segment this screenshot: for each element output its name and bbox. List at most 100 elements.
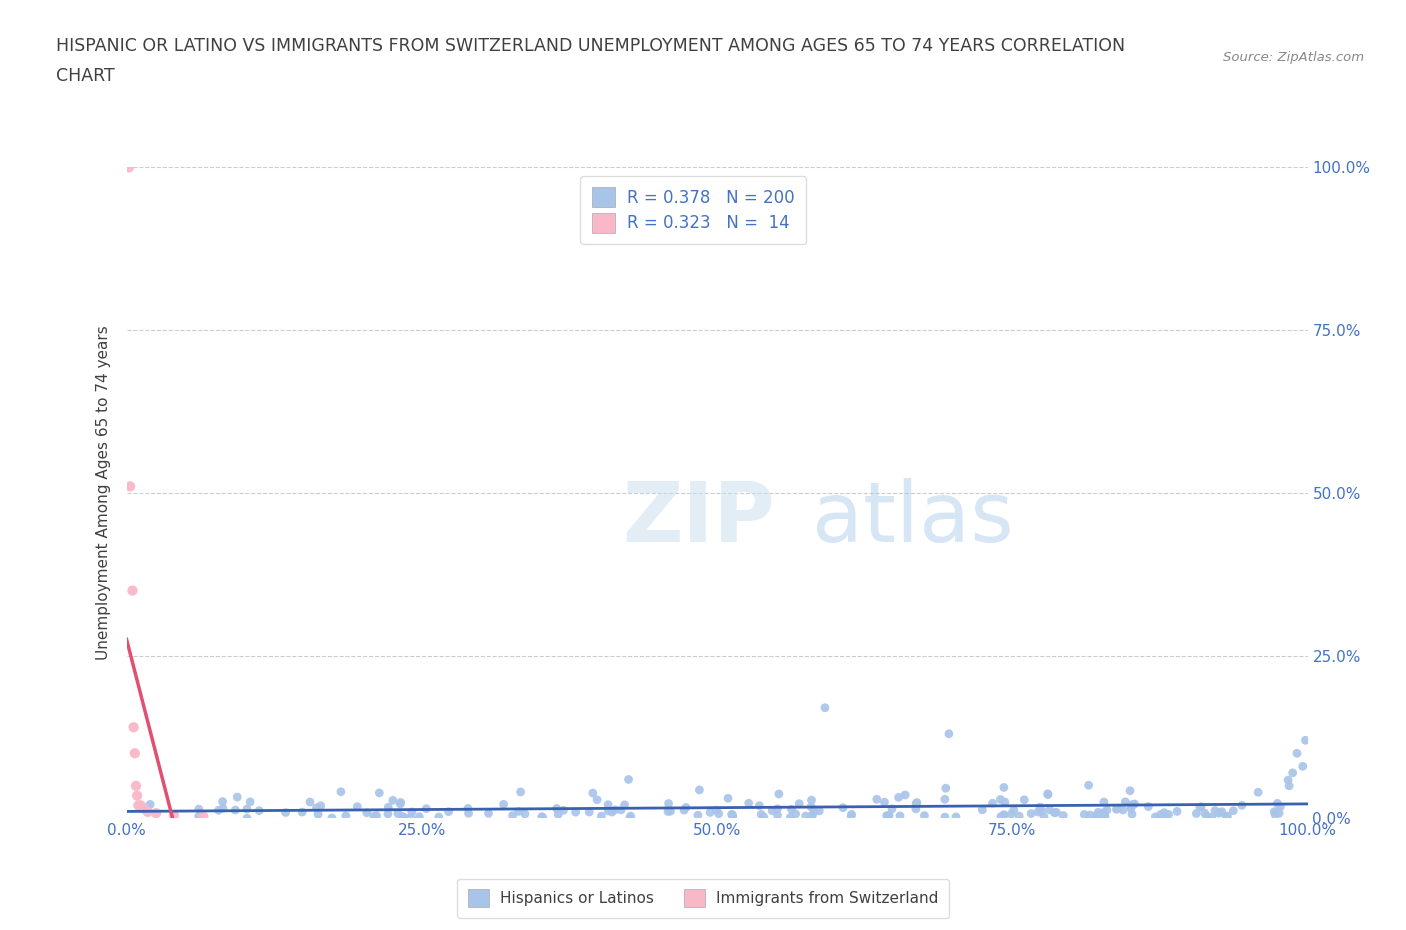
Point (990, 809, 1012, 824)
Point (1263, 804, 1285, 819)
Point (1247, 785, 1270, 800)
Point (877, 809, 900, 824)
Point (477, 806, 499, 821)
Point (1264, 807, 1286, 822)
Point (508, 804, 530, 818)
Point (1281, 765, 1303, 780)
Point (1052, 808, 1074, 823)
Point (120, 479, 142, 494)
Point (1278, 778, 1301, 793)
Point (239, 794, 262, 809)
Point (912, 808, 935, 823)
Point (1157, 807, 1180, 822)
Point (121, 583, 143, 598)
Point (1078, 807, 1101, 822)
Point (401, 804, 423, 819)
Point (658, 796, 681, 811)
Point (1209, 805, 1232, 820)
Point (1087, 810, 1109, 825)
Point (346, 799, 368, 814)
Point (427, 810, 450, 825)
Point (1077, 777, 1099, 792)
Point (1019, 806, 1042, 821)
Point (905, 795, 928, 810)
Text: ZIP: ZIP (623, 478, 775, 560)
Point (1073, 807, 1095, 822)
Point (1292, 759, 1315, 774)
Point (803, 804, 825, 819)
Point (761, 804, 783, 818)
Point (1008, 808, 1031, 823)
Point (399, 810, 422, 825)
Point (321, 810, 343, 825)
Point (366, 808, 388, 823)
Point (620, 808, 643, 823)
Point (720, 807, 742, 822)
Point (752, 810, 775, 825)
Point (1085, 808, 1108, 823)
Point (841, 807, 863, 822)
Point (1038, 803, 1060, 817)
Point (721, 807, 744, 822)
Point (659, 804, 682, 818)
Point (1121, 807, 1143, 822)
Point (329, 784, 352, 799)
Point (1268, 805, 1291, 820)
Point (993, 780, 1015, 795)
Legend: R = 0.378   N = 200, R = 0.323   N =  14: R = 0.378 N = 200, R = 0.323 N = 14 (581, 176, 807, 245)
Point (699, 805, 721, 820)
Point (994, 794, 1017, 809)
Point (686, 808, 709, 823)
Point (127, 798, 149, 813)
Point (546, 801, 568, 816)
Point (814, 700, 837, 715)
Point (934, 791, 956, 806)
Point (749, 807, 772, 822)
Point (1222, 804, 1244, 818)
Point (1154, 809, 1177, 824)
Point (1094, 809, 1116, 824)
Point (564, 804, 586, 819)
Point (600, 804, 623, 819)
Point (800, 792, 823, 807)
Point (1153, 805, 1175, 820)
Point (207, 803, 229, 817)
Y-axis label: Unemployment Among Ages 65 to 74 years: Unemployment Among Ages 65 to 74 years (96, 326, 111, 660)
Text: Source: ZipAtlas.com: Source: ZipAtlas.com (1223, 51, 1364, 64)
Point (993, 807, 1015, 822)
Point (307, 807, 329, 822)
Point (613, 797, 636, 812)
Point (387, 806, 409, 821)
Point (748, 798, 770, 813)
Point (305, 801, 328, 816)
Point (1002, 803, 1025, 817)
Text: atlas: atlas (811, 478, 1014, 560)
Point (1270, 800, 1292, 815)
Point (1123, 796, 1146, 811)
Point (1014, 792, 1036, 807)
Point (1114, 794, 1136, 809)
Point (193, 809, 215, 824)
Point (247, 804, 270, 818)
Point (457, 805, 479, 820)
Point (1092, 805, 1115, 820)
Point (1087, 804, 1109, 819)
Point (274, 805, 297, 820)
Point (981, 796, 1004, 811)
Point (578, 804, 600, 819)
Point (673, 803, 696, 817)
Point (887, 790, 910, 804)
Point (904, 802, 927, 817)
Point (1216, 808, 1239, 823)
Point (298, 794, 321, 809)
Point (945, 809, 967, 824)
Point (934, 810, 956, 825)
Point (1036, 787, 1059, 802)
Point (1119, 798, 1142, 813)
Point (582, 786, 605, 801)
Point (800, 809, 823, 824)
Point (1267, 796, 1289, 811)
Point (880, 802, 903, 817)
Point (675, 800, 697, 815)
Point (832, 801, 855, 816)
